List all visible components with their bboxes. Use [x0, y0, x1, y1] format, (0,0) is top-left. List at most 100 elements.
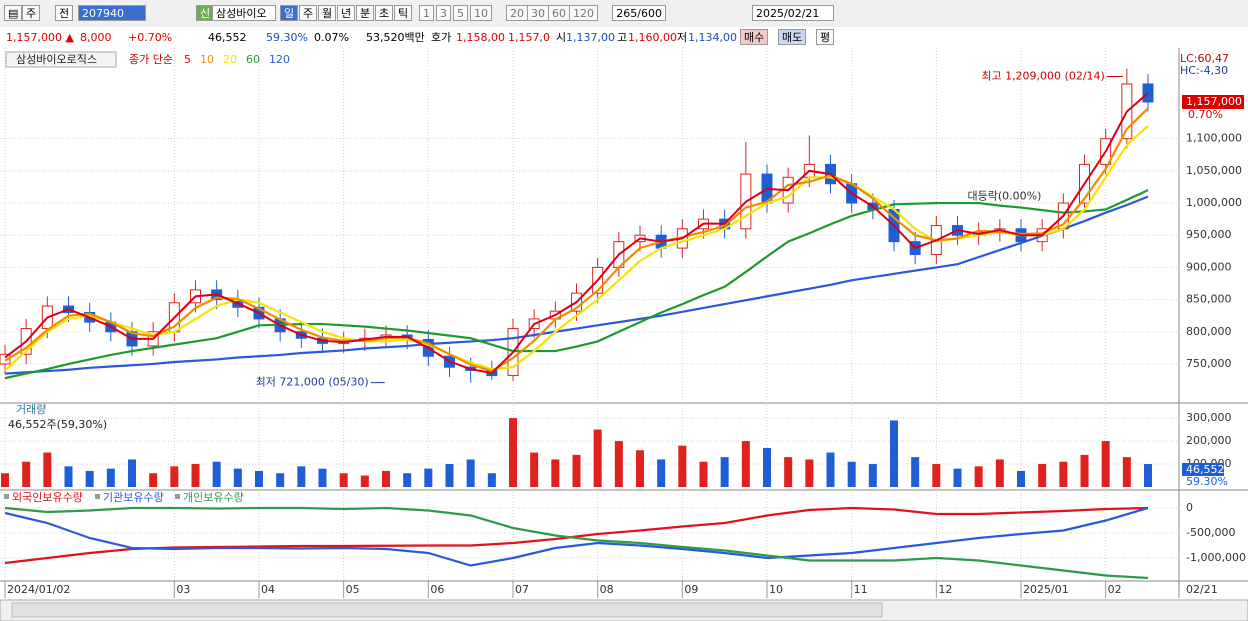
volume-bar	[678, 445, 687, 487]
volume-bar	[1017, 470, 1025, 487]
y-tick-label: 850,000	[1186, 293, 1232, 306]
bid: 1,157,0	[508, 31, 550, 44]
period-button[interactable]: 월	[318, 5, 337, 21]
y-tick-label: 300,000	[1186, 411, 1232, 424]
legend-entry: 60	[246, 53, 260, 66]
last-ratio: 59.30%	[1186, 475, 1228, 488]
date-input[interactable]: 2025/02/21	[752, 5, 834, 21]
x-tick-label: 02	[1108, 583, 1122, 596]
volume-bar	[805, 459, 814, 487]
count-value: 265	[616, 7, 638, 20]
last-volume-box	[1182, 463, 1224, 476]
interval-button[interactable]: 60	[548, 5, 570, 21]
menu-icon[interactable]: ▤	[4, 5, 23, 21]
volume-bar	[763, 447, 771, 487]
volume-bar	[953, 468, 962, 487]
volume-bar	[487, 473, 496, 487]
amount: 53,520백만	[366, 31, 425, 44]
count[interactable]: 265/600	[612, 5, 666, 21]
x-tick-label: 05	[346, 583, 360, 596]
period-button[interactable]: 분	[356, 5, 375, 21]
legend-prefix: 종가 단순	[129, 53, 173, 66]
legend-entry: 20	[223, 53, 237, 66]
interval-button[interactable]: 30	[527, 5, 549, 21]
volume-bar	[572, 454, 581, 487]
high-label: 고	[617, 31, 628, 44]
volume-bar	[403, 473, 412, 487]
period-button[interactable]: 일	[280, 5, 299, 21]
volume-bar	[593, 429, 602, 487]
volume-bar	[614, 441, 623, 487]
x-tick-label: 06	[430, 583, 444, 596]
period-button[interactable]: 년	[337, 5, 356, 21]
volume-bar	[85, 470, 94, 487]
y-tick-label: 750,000	[1186, 357, 1232, 370]
volume-subtitle: 46,552주(59,30%)	[8, 418, 107, 431]
volume-bar	[424, 468, 433, 487]
holding-line	[4, 506, 1149, 565]
volume-bar	[212, 461, 221, 487]
volume-bar	[1122, 457, 1131, 487]
interval-button[interactable]: 20	[506, 5, 528, 21]
volume-bar	[128, 459, 136, 487]
code-input[interactable]: 207940	[78, 5, 146, 21]
scroll-thumb[interactable]	[11, 602, 883, 618]
holding-line	[4, 506, 1149, 580]
y-tick-label: 900,000	[1186, 260, 1232, 273]
x-tick-label: 03	[176, 583, 190, 596]
prev-button[interactable]: 전	[55, 5, 74, 21]
buy-button[interactable]: 매수	[740, 29, 769, 45]
volume-bar	[276, 473, 285, 487]
interval-button[interactable]: 120	[569, 5, 598, 21]
volume-bar	[720, 457, 729, 487]
count-max: /600	[637, 7, 662, 20]
y-tick-label: 1,050,000	[1186, 164, 1242, 177]
interval-button[interactable]: 10	[470, 5, 492, 21]
volume-bar	[657, 459, 666, 487]
high: 1,160,00	[628, 31, 677, 44]
period-button[interactable]: 주	[299, 5, 318, 21]
legend-box	[4, 494, 9, 499]
volume-bar	[847, 461, 856, 487]
y-tick-label: -1,000,000	[1186, 551, 1246, 564]
volume-bar	[1144, 464, 1152, 487]
interval-button[interactable]: 3	[436, 5, 451, 21]
sell-button[interactable]: 매도	[778, 29, 807, 45]
y-tick-label: 950,000	[1186, 228, 1232, 241]
type-button[interactable]: 주	[22, 5, 41, 21]
x-tick-label: 12	[938, 583, 952, 596]
background	[0, 48, 1248, 621]
volume-bar	[255, 470, 263, 487]
x-tick-label: 2024/01/02	[7, 583, 70, 596]
title-box	[5, 51, 117, 68]
period-button[interactable]: 초	[375, 5, 394, 21]
x-tick-label: 04	[261, 583, 275, 596]
volume-bar	[233, 468, 242, 487]
x-tick-label: 07	[515, 583, 529, 596]
candle-body	[0, 353, 11, 365]
interval-button[interactable]: 5	[453, 5, 468, 21]
avg-button[interactable]: 평	[816, 29, 835, 45]
toolbar: ▤ 주 전 207940 신 삼성바이오 일 주 월 년 분 초 틱 1 3 5 10 20 30 60 1…	[0, 0, 1248, 28]
x-tick-label: 10	[769, 583, 783, 596]
period-button[interactable]: 틱	[394, 5, 413, 21]
price-tag: 1,157,000	[1186, 95, 1242, 108]
low: 1,134,00	[688, 31, 737, 44]
legend-entry: 120	[269, 53, 290, 66]
legend-entry: 5	[184, 53, 191, 66]
price: 1,157,000 ▲	[6, 31, 74, 44]
interval-button[interactable]: 1	[419, 5, 434, 21]
legend-entry: 10	[200, 53, 214, 66]
legend-entry: 개인보유수량	[183, 491, 244, 504]
y-tick-label: 800,000	[1186, 325, 1232, 338]
change-pct: +0.70%	[128, 31, 173, 44]
volume-bar	[784, 457, 793, 487]
volume-bar	[106, 468, 115, 487]
x-end-label: 02/21	[1186, 583, 1218, 596]
volume: 46,552	[208, 31, 247, 44]
vol-ratio: 59.30%	[266, 31, 308, 44]
volume-bar	[297, 466, 306, 487]
quote-label: 호가	[431, 31, 452, 44]
quote-bar: 1,157,000 ▲ 8,000 +0.70% 46,552 59.30% 0…	[0, 27, 1248, 49]
moving-average-line	[4, 92, 1149, 375]
